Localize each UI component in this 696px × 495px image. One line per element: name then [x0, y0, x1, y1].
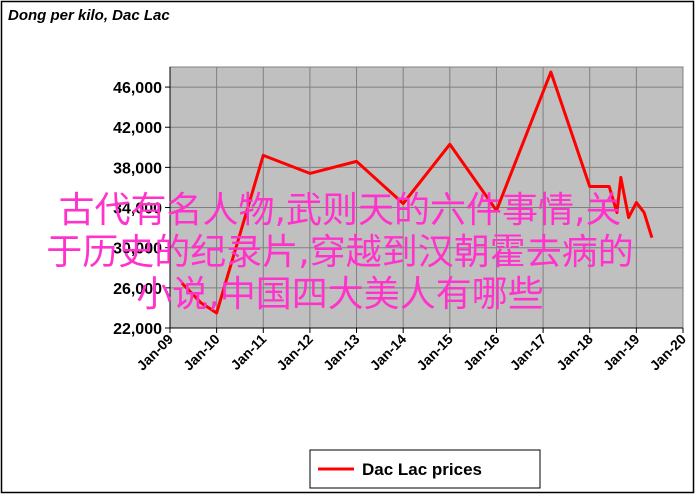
y-tick-label: 22,000	[113, 321, 162, 338]
data-line	[180, 70, 654, 315]
plot-area	[169, 66, 684, 329]
legend-label: Dac Lac prices	[362, 460, 482, 479]
legend: Dac Lac prices	[309, 449, 541, 489]
y-tick-label: 30,000	[113, 241, 162, 258]
y-tick-label: 46,000	[113, 80, 162, 97]
y-tick-label: 38,000	[113, 160, 162, 177]
y-tick-label: 26,000	[113, 281, 162, 298]
chart-title: Dong per kilo, Dac Lac	[8, 7, 170, 24]
y-tick-label: 42,000	[113, 120, 162, 137]
y-tick-label: 34,000	[113, 201, 162, 218]
